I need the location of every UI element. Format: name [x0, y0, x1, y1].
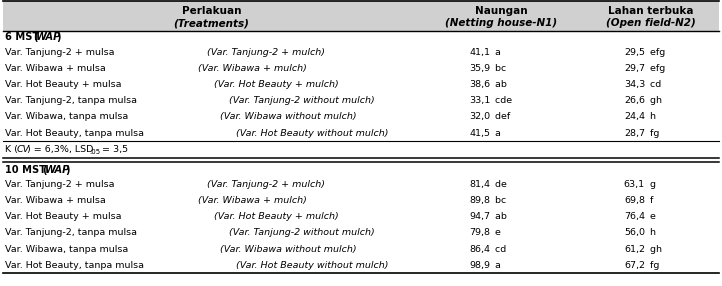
Text: 28,7: 28,7 [624, 129, 645, 138]
Text: Var. Wibawa + mulsa: Var. Wibawa + mulsa [5, 196, 109, 205]
Text: h: h [647, 229, 656, 237]
Text: Var. Tanjung-2, tanpa mulsa: Var. Tanjung-2, tanpa mulsa [5, 96, 140, 105]
Text: (Var. Wibawa + mulch): (Var. Wibawa + mulch) [198, 64, 307, 73]
Text: 6 MST: 6 MST [5, 33, 39, 43]
Text: Var. Wibawa + mulsa: Var. Wibawa + mulsa [5, 64, 109, 73]
Text: K (: K ( [5, 145, 18, 154]
Text: a: a [492, 261, 501, 270]
Text: Var. Wibawa, tanpa mulsa: Var. Wibawa, tanpa mulsa [5, 245, 131, 254]
Text: Var. Hot Beauty, tanpa mulsa: Var. Hot Beauty, tanpa mulsa [5, 129, 147, 138]
Text: 33,1: 33,1 [469, 96, 490, 105]
Text: ) = 6,3%, LSD: ) = 6,3%, LSD [27, 145, 93, 154]
Text: cde: cde [492, 96, 512, 105]
Text: ): ) [65, 165, 69, 175]
Text: h: h [647, 112, 656, 121]
Text: Var. Wibawa, tanpa mulsa: Var. Wibawa, tanpa mulsa [5, 112, 131, 121]
Text: cd: cd [492, 245, 506, 254]
Text: f: f [647, 196, 653, 205]
Text: (: ( [33, 33, 38, 43]
Text: gh: gh [647, 96, 662, 105]
Text: 98,9: 98,9 [469, 261, 490, 270]
Text: ab: ab [492, 212, 507, 221]
Text: (Var. Tanjung-2 without mulch): (Var. Tanjung-2 without mulch) [229, 229, 375, 237]
Text: 29,5: 29,5 [624, 47, 645, 57]
Text: 86,4: 86,4 [469, 245, 490, 254]
Text: (Var. Tanjung-2 + mulch): (Var. Tanjung-2 + mulch) [206, 180, 325, 189]
Text: Var. Hot Beauty, tanpa mulsa: Var. Hot Beauty, tanpa mulsa [5, 261, 147, 270]
Text: 94,7: 94,7 [469, 212, 490, 221]
Text: 24,4: 24,4 [624, 112, 645, 121]
Text: gh: gh [647, 245, 662, 254]
Text: Var. Tanjung-2, tanpa mulsa: Var. Tanjung-2, tanpa mulsa [5, 229, 140, 237]
Text: 81,4: 81,4 [469, 180, 490, 189]
Text: (Var. Hot Beauty + mulch): (Var. Hot Beauty + mulch) [214, 212, 339, 221]
Text: 41,5: 41,5 [469, 129, 490, 138]
Text: CV: CV [17, 145, 30, 154]
Text: Var. Tanjung-2 + mulsa: Var. Tanjung-2 + mulsa [5, 180, 118, 189]
Text: 38,6: 38,6 [469, 80, 490, 89]
Text: Var. Hot Beauty + mulsa: Var. Hot Beauty + mulsa [5, 80, 124, 89]
Text: def: def [492, 112, 510, 121]
Text: e: e [492, 229, 501, 237]
Text: efg: efg [647, 47, 665, 57]
Bar [3, 1, 719, 31]
Text: (: ( [42, 165, 46, 175]
Text: 10 MST: 10 MST [5, 165, 50, 175]
Text: WAP: WAP [36, 33, 61, 43]
Text: Var. Tanjung-2 + mulsa: Var. Tanjung-2 + mulsa [5, 47, 118, 57]
Text: (Open field-N2): (Open field-N2) [606, 18, 695, 28]
Text: 69,8: 69,8 [624, 196, 645, 205]
Text: de: de [492, 180, 507, 189]
Text: 67,2: 67,2 [624, 261, 645, 270]
Text: bc: bc [492, 196, 506, 205]
Text: 41,1: 41,1 [469, 47, 490, 57]
Text: 63,1: 63,1 [624, 180, 645, 189]
Text: (Var. Hot Beauty without mulch): (Var. Hot Beauty without mulch) [236, 129, 388, 138]
Text: (Var. Wibawa without mulch): (Var. Wibawa without mulch) [220, 245, 357, 254]
Text: 89,8: 89,8 [469, 196, 490, 205]
Text: (Var. Hot Beauty + mulch): (Var. Hot Beauty + mulch) [214, 80, 339, 89]
Text: (Var. Tanjung-2 + mulch): (Var. Tanjung-2 + mulch) [206, 47, 325, 57]
Text: 61,2: 61,2 [624, 245, 645, 254]
Text: (Var. Wibawa + mulch): (Var. Wibawa + mulch) [198, 196, 307, 205]
Text: 76,4: 76,4 [624, 212, 645, 221]
Text: 35,9: 35,9 [469, 64, 490, 73]
Text: (Treatments): (Treatments) [173, 18, 249, 28]
Text: WAP: WAP [45, 165, 70, 175]
Text: Naungan: Naungan [474, 6, 527, 16]
Text: Lahan terbuka: Lahan terbuka [608, 6, 693, 16]
Text: 29,7: 29,7 [624, 64, 645, 73]
Text: bc: bc [492, 64, 506, 73]
Text: a: a [492, 47, 501, 57]
Text: (Var. Hot Beauty without mulch): (Var. Hot Beauty without mulch) [236, 261, 388, 270]
Text: e: e [647, 212, 656, 221]
Text: g: g [647, 180, 656, 189]
Text: Var. Hot Beauty + mulsa: Var. Hot Beauty + mulsa [5, 212, 124, 221]
Text: 32,0: 32,0 [469, 112, 490, 121]
Text: 26,6: 26,6 [624, 96, 645, 105]
Text: (Netting house-N1): (Netting house-N1) [445, 18, 557, 28]
Text: cd: cd [647, 80, 661, 89]
Text: 56,0: 56,0 [624, 229, 645, 237]
Text: .05: .05 [89, 150, 100, 156]
Text: fg: fg [647, 261, 659, 270]
Text: (Var. Tanjung-2 without mulch): (Var. Tanjung-2 without mulch) [229, 96, 375, 105]
Text: ab: ab [492, 80, 507, 89]
Text: (Var. Wibawa without mulch): (Var. Wibawa without mulch) [220, 112, 357, 121]
Text: fg: fg [647, 129, 659, 138]
Text: 79,8: 79,8 [469, 229, 490, 237]
Text: a: a [492, 129, 501, 138]
Text: efg: efg [647, 64, 665, 73]
Text: = 3,5: = 3,5 [99, 145, 128, 154]
Text: Perlakuan: Perlakuan [182, 6, 241, 16]
Text: ): ) [56, 33, 61, 43]
Text: 34,3: 34,3 [624, 80, 645, 89]
